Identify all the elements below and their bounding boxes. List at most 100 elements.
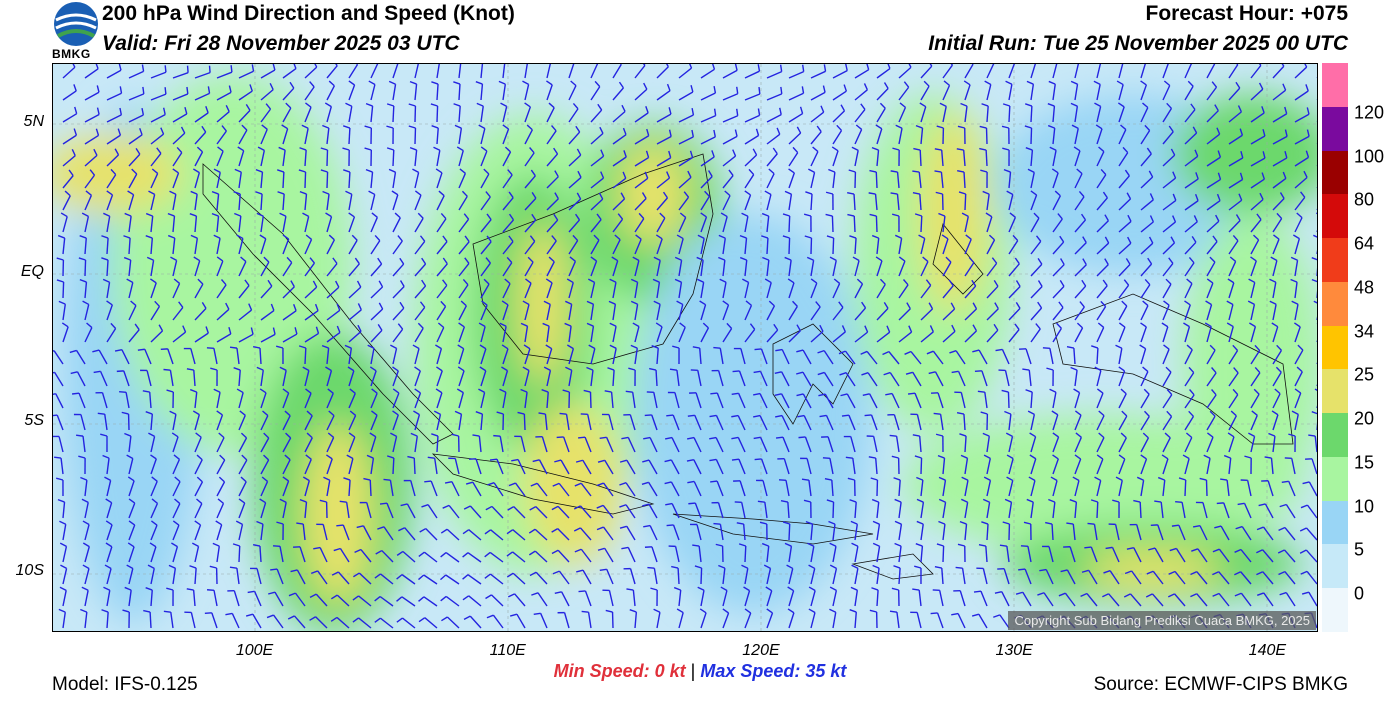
wind-barb	[854, 64, 870, 79]
wind-barb	[479, 366, 487, 387]
wind-barb	[1047, 124, 1056, 145]
wind-barb	[1301, 591, 1317, 607]
wind-barb	[508, 482, 526, 497]
wind-barb	[568, 170, 582, 189]
wind-barb	[409, 146, 418, 167]
wind-barb	[1279, 591, 1296, 607]
wind-barb	[532, 459, 548, 475]
wind-barb	[986, 323, 999, 343]
wind-barb	[1140, 170, 1154, 189]
wind-barb	[1268, 432, 1276, 453]
wind-barb	[898, 81, 910, 101]
wind-barb	[1018, 568, 1032, 585]
wind-barb	[1269, 300, 1277, 321]
wind-barb	[590, 149, 605, 167]
wind-barb	[1184, 300, 1191, 321]
wind-barb	[1316, 143, 1317, 144]
wind-barb	[1047, 103, 1056, 123]
wind-barb	[408, 103, 417, 123]
wind-barb	[216, 476, 226, 497]
wind-barb	[1302, 481, 1317, 497]
wind-barb	[764, 190, 772, 211]
wind-barb	[568, 80, 577, 101]
wind-barb	[1118, 258, 1131, 277]
wind-barb	[766, 64, 783, 79]
wind-barb	[872, 520, 881, 541]
wind-barb	[479, 344, 487, 365]
wind-barb	[722, 190, 731, 211]
wind-barb	[458, 257, 470, 277]
wind-barb	[424, 480, 438, 497]
wind-barb	[1126, 547, 1142, 563]
wind-barb	[851, 146, 859, 167]
wind-barb	[574, 482, 592, 497]
wind-barb	[722, 108, 739, 123]
wind-barb	[546, 102, 555, 123]
wind-barb	[392, 410, 399, 431]
wind-barb	[194, 106, 209, 123]
wind-barb	[826, 235, 835, 255]
wind-barb	[1294, 366, 1303, 387]
wind-barb	[590, 80, 601, 101]
wind-barb	[190, 190, 198, 211]
wind-barb	[851, 564, 859, 585]
wind-barb	[667, 391, 680, 409]
wind-barb	[964, 64, 974, 79]
wind-barb	[597, 547, 614, 563]
wind-barb	[894, 520, 903, 541]
wind-barb	[1184, 149, 1199, 167]
wind-barb	[396, 574, 416, 585]
wind-barb	[775, 436, 790, 453]
wind-barb	[1030, 190, 1038, 211]
wind-barb	[436, 64, 440, 79]
wind-barb	[304, 234, 313, 255]
wind-barb	[869, 213, 878, 233]
wind-barb	[189, 213, 198, 233]
wind-barb	[1015, 591, 1032, 607]
wind-barb	[678, 129, 695, 145]
wind-barb	[260, 327, 276, 343]
wind-barb	[53, 371, 64, 387]
wind-barb	[1051, 168, 1059, 189]
wind-barb	[1272, 83, 1287, 101]
wind-barb	[609, 344, 617, 365]
wind-barb	[1118, 279, 1130, 299]
wind-barb	[932, 589, 944, 607]
wind-barb	[146, 256, 155, 277]
wind-barb	[864, 414, 878, 431]
wind-barb	[709, 436, 724, 453]
wind-barb	[546, 125, 557, 145]
wind-barb	[79, 278, 88, 299]
wind-barb	[304, 102, 312, 123]
wind-barb	[983, 454, 991, 475]
wind-barb	[1070, 366, 1078, 387]
wind-barb	[1096, 191, 1108, 211]
wind-barb	[172, 301, 184, 321]
wind-barb	[713, 346, 724, 365]
wind-barb	[744, 86, 761, 101]
wind-barb	[1316, 99, 1317, 100]
wind-barb	[325, 212, 333, 233]
wind-barb	[1140, 64, 1146, 79]
wind-barb	[414, 366, 421, 387]
wind-barb	[653, 300, 661, 321]
wind-barb	[216, 146, 224, 167]
wind-barb	[551, 549, 570, 563]
wind-barb	[664, 459, 680, 475]
wind-barb	[787, 586, 795, 607]
wind-barb	[674, 278, 683, 299]
wind-barb	[227, 590, 240, 607]
wind-barb	[568, 256, 577, 277]
wind-barb	[766, 107, 782, 123]
wind-barb	[810, 278, 818, 299]
wind-barb	[396, 596, 416, 607]
wind-barb	[216, 498, 225, 519]
wind-barb	[81, 586, 89, 607]
wind-barb	[1234, 592, 1252, 607]
wind-barb	[106, 107, 123, 123]
wind-barb	[1228, 64, 1239, 79]
wind-barb	[575, 459, 592, 475]
wind-barb	[1272, 171, 1287, 189]
wind-barb	[53, 393, 64, 409]
wind-barb	[1294, 322, 1301, 343]
